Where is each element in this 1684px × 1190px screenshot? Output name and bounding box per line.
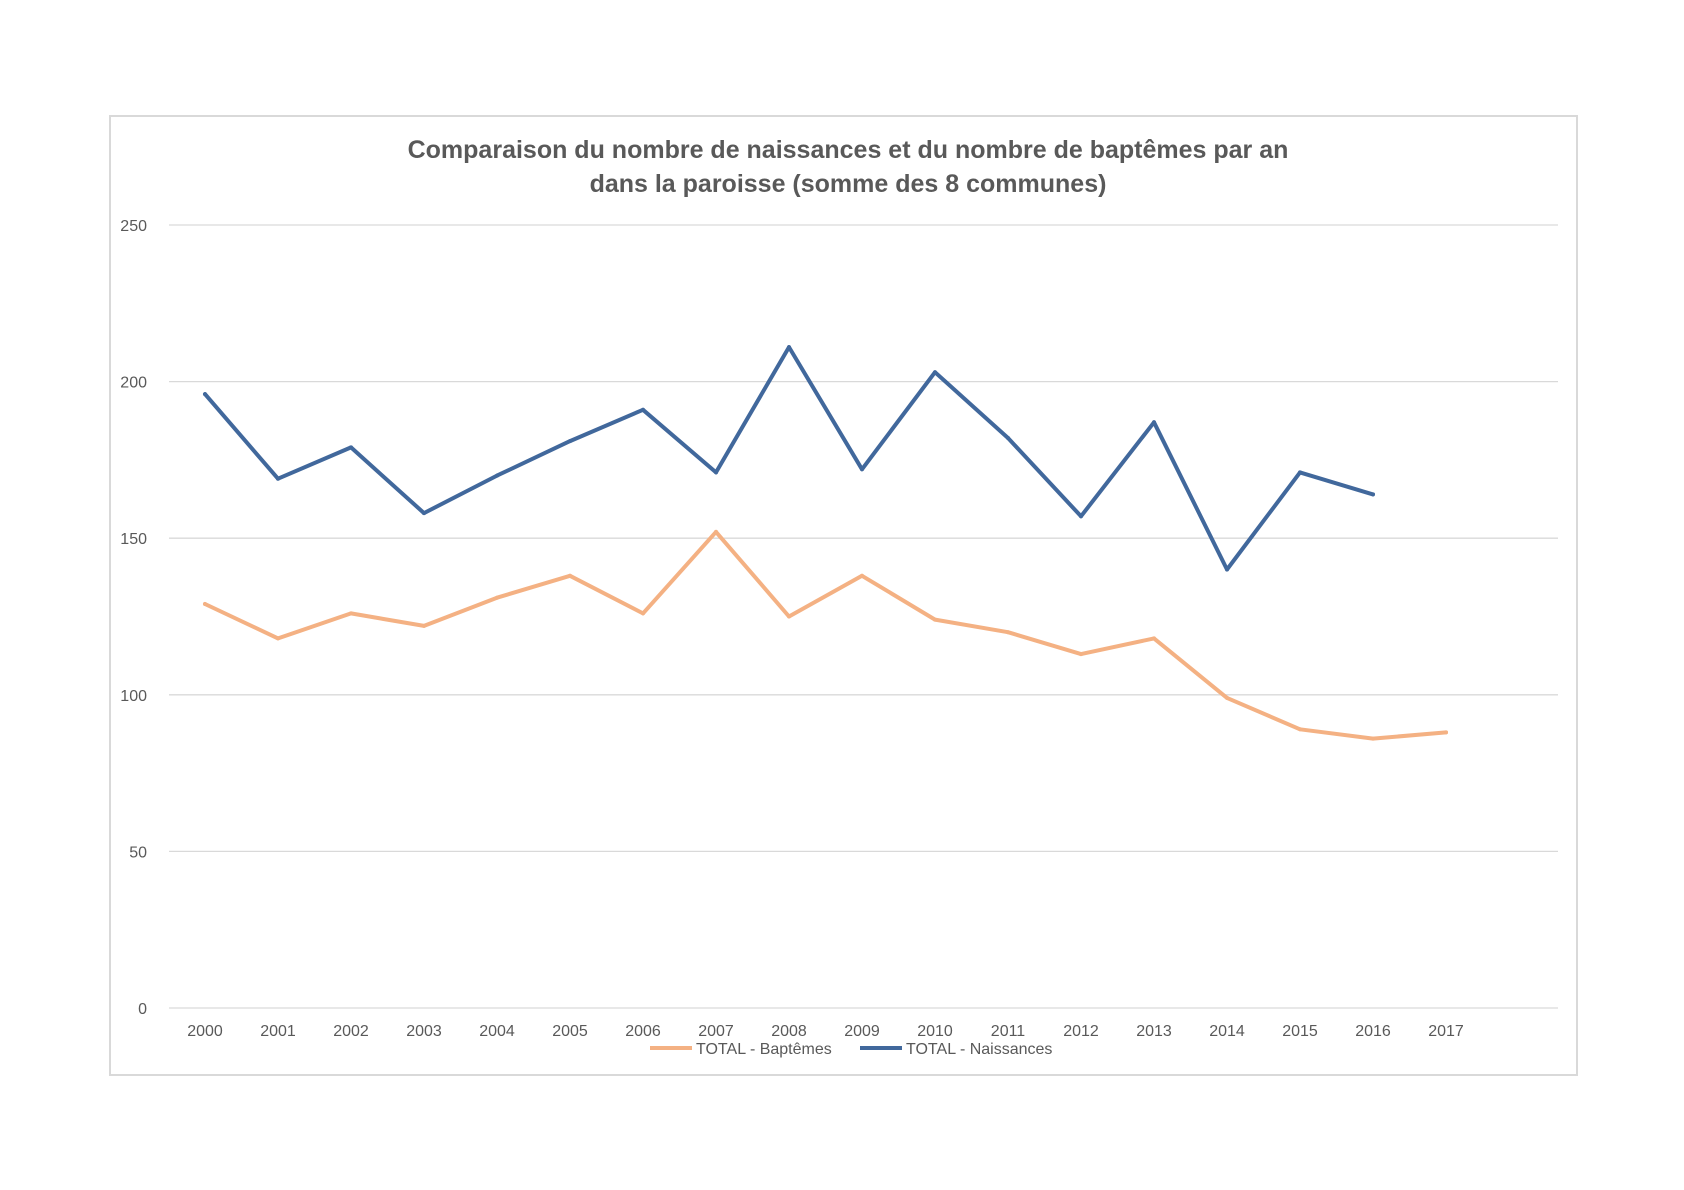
data-point-s0-2000	[203, 602, 207, 606]
legend-label-0: TOTAL - Baptêmes	[696, 1041, 832, 1058]
data-point-s1-2001	[276, 476, 280, 481]
data-point-s0-2017	[1444, 730, 1448, 735]
data-point-s1-2013	[1152, 420, 1156, 425]
data-point-s1-2002	[349, 445, 353, 450]
x-tick-label-2002: 2002	[333, 1023, 369, 1040]
x-tick-label-2005: 2005	[552, 1023, 588, 1040]
data-point-s0-2010	[933, 617, 937, 622]
gridlines	[169, 224, 1558, 1009]
y-tick-label-250: 250	[120, 218, 147, 235]
data-point-s1-2011	[1006, 436, 1010, 440]
y-axis-ticks: 0 50 100 150 200 250	[120, 218, 147, 1018]
x-axis-ticks: 2000 2001 2002 2003 2004 2005 2006 2007 2008 2009…	[187, 1023, 1464, 1040]
data-point-s0-2011	[1006, 630, 1010, 635]
line-chart: Comparaison du nombre de naissances et d…	[120, 136, 1558, 1058]
data-point-s0-2001	[276, 636, 280, 641]
data-point-s0-2004	[495, 595, 499, 600]
x-tick-label-2014: 2014	[1209, 1023, 1245, 1040]
data-point-s0-2005	[568, 573, 572, 578]
data-point-s0-2016	[1371, 736, 1375, 741]
chart-title-line-2: dans la paroisse (somme des 8 communes)	[590, 170, 1107, 198]
x-tick-label-2001: 2001	[260, 1023, 296, 1040]
y-tick-label-0: 0	[138, 1001, 147, 1018]
data-point-s1-2006	[641, 407, 645, 412]
data-point-s1-2014	[1225, 567, 1229, 572]
x-tick-label-2006: 2006	[625, 1023, 661, 1040]
x-tick-label-2009: 2009	[844, 1023, 880, 1040]
data-point-s1-2010	[933, 370, 937, 375]
y-tick-label-200: 200	[120, 375, 147, 392]
x-tick-label-2000: 2000	[187, 1023, 223, 1040]
data-point-s1-2003	[422, 511, 426, 516]
data-point-s0-2007	[714, 529, 718, 534]
x-tick-label-2004: 2004	[479, 1023, 515, 1040]
y-tick-label-100: 100	[120, 688, 147, 705]
x-tick-label-2017: 2017	[1428, 1023, 1464, 1040]
y-tick-label-50: 50	[129, 844, 147, 861]
data-point-s0-2008	[787, 614, 791, 619]
data-point-s0-2009	[860, 573, 864, 578]
data-point-s1-2012	[1079, 514, 1083, 519]
data-point-s1-2009	[860, 467, 864, 472]
data-point-s1-2005	[568, 439, 572, 444]
data-point-s0-2006	[641, 611, 645, 616]
x-tick-label-2003: 2003	[406, 1023, 442, 1040]
data-point-s1-2004	[495, 473, 499, 478]
data-point-s0-2015	[1298, 727, 1302, 732]
x-tick-label-2012: 2012	[1063, 1023, 1099, 1040]
x-tick-label-2015: 2015	[1282, 1023, 1318, 1040]
series-line-1	[203, 345, 1375, 572]
series-line-0	[203, 529, 1448, 741]
data-point-s1-2000	[203, 392, 207, 397]
chart-frame: Comparaison du nombre de naissances et d…	[109, 115, 1578, 1076]
x-tick-label-2007: 2007	[698, 1023, 734, 1040]
data-point-s0-2013	[1152, 636, 1156, 641]
x-tick-label-2013: 2013	[1136, 1023, 1172, 1040]
data-point-s1-2008	[787, 345, 791, 350]
data-point-s0-2014	[1225, 695, 1229, 700]
data-point-s1-2016	[1371, 492, 1375, 497]
legend-label-1: TOTAL - Naissances	[906, 1041, 1052, 1058]
data-point-s0-2012	[1079, 652, 1083, 657]
y-tick-label-150: 150	[120, 531, 147, 548]
data-point-s1-2007	[714, 470, 718, 475]
data-point-s0-2003	[422, 623, 426, 628]
x-tick-label-2011: 2011	[991, 1023, 1026, 1040]
x-tick-label-2010: 2010	[917, 1023, 953, 1040]
data-point-s1-2015	[1298, 470, 1302, 475]
series-lines	[203, 345, 1448, 741]
data-point-s0-2002	[349, 611, 353, 616]
x-tick-label-2016: 2016	[1355, 1023, 1391, 1040]
x-tick-label-2008: 2008	[771, 1023, 807, 1040]
legend: TOTAL - Baptêmes TOTAL - Naissances	[650, 1041, 1052, 1058]
chart-title-line-1: Comparaison du nombre de naissances et d…	[408, 136, 1289, 164]
